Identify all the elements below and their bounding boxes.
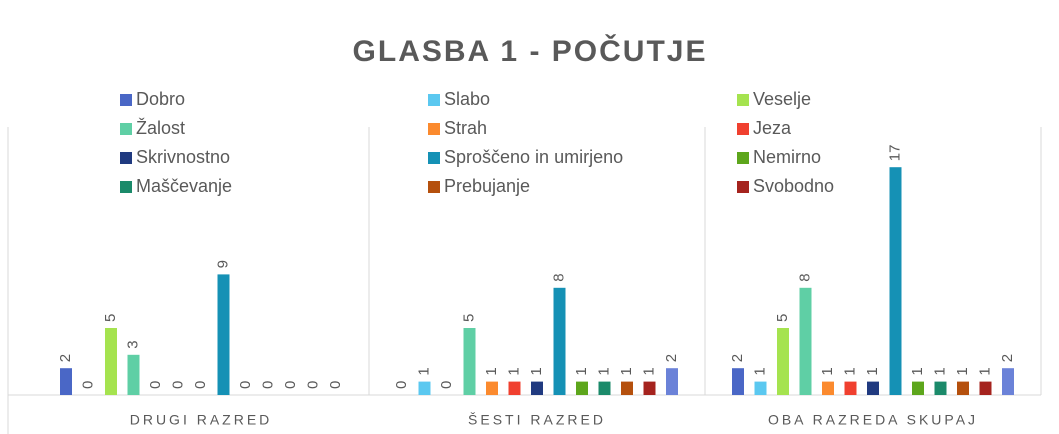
bar xyxy=(732,368,744,395)
chart-title: GLASBA 1 - POČUTJE xyxy=(353,34,708,68)
bar xyxy=(889,167,902,395)
legend-label: Dobro xyxy=(136,89,185,109)
legend-swatch xyxy=(737,94,749,106)
legend-swatch xyxy=(120,94,132,106)
value-label: 1 xyxy=(931,367,948,375)
value-label: 2 xyxy=(729,354,746,362)
legend-swatch xyxy=(737,181,749,193)
bar xyxy=(643,381,656,395)
value-label: 1 xyxy=(483,367,500,375)
legend-label: Slabo xyxy=(444,89,490,109)
legend-swatch xyxy=(737,123,749,135)
bar xyxy=(867,381,879,395)
bar xyxy=(463,328,476,395)
value-label: 0 xyxy=(327,381,344,389)
value-label: 2 xyxy=(663,354,680,362)
bar xyxy=(418,381,431,395)
legend-swatch xyxy=(737,152,749,164)
value-label: 1 xyxy=(841,367,858,375)
value-label: 0 xyxy=(169,381,186,389)
value-label: 1 xyxy=(573,367,590,375)
legend-label: Prebujanje xyxy=(444,176,530,196)
legend-label: Skrivnostno xyxy=(136,147,230,167)
legend-swatch xyxy=(428,152,440,164)
legend-swatch xyxy=(428,94,440,106)
value-label: 0 xyxy=(304,381,321,389)
value-label: 0 xyxy=(147,381,164,389)
bar xyxy=(777,328,789,395)
legend-swatch xyxy=(120,181,132,193)
legend-label: Nemirno xyxy=(753,147,821,167)
value-label: 0 xyxy=(192,381,209,389)
value-label: 8 xyxy=(796,273,813,281)
value-label: 1 xyxy=(864,367,881,375)
bar xyxy=(822,381,834,395)
bar xyxy=(508,381,521,395)
legend-label: Jeza xyxy=(753,118,792,138)
value-label: 1 xyxy=(640,367,657,375)
legend-label: Sproščeno in umirjeno xyxy=(444,147,623,167)
legend-swatch xyxy=(428,181,440,193)
legend-swatch xyxy=(428,123,440,135)
value-label: 0 xyxy=(259,381,276,389)
x-tick-label: OBA RAZREDA SKUPAJ xyxy=(768,412,978,428)
bar xyxy=(979,381,992,395)
legend-label: Veselje xyxy=(753,89,811,109)
bar xyxy=(621,381,633,395)
value-label: 8 xyxy=(550,273,567,281)
value-label: 1 xyxy=(909,367,926,375)
value-label: 5 xyxy=(102,314,119,322)
value-label: 0 xyxy=(282,381,299,389)
legend-label: Strah xyxy=(444,118,487,138)
value-label: 0 xyxy=(79,381,96,389)
value-label: 17 xyxy=(886,145,903,162)
value-label: 5 xyxy=(460,314,477,322)
bar xyxy=(912,381,924,395)
value-label: 0 xyxy=(237,381,254,389)
bar xyxy=(127,354,140,395)
value-label: 1 xyxy=(528,367,545,375)
value-label: 5 xyxy=(774,314,791,322)
bar xyxy=(844,381,857,395)
bar xyxy=(666,368,678,395)
bar xyxy=(934,381,947,395)
bar xyxy=(531,381,543,395)
legend-label: Žalost xyxy=(136,118,185,138)
bar xyxy=(754,381,767,395)
value-label: 1 xyxy=(415,367,432,375)
bar xyxy=(576,381,588,395)
value-label: 1 xyxy=(595,367,612,375)
value-label: 9 xyxy=(214,260,231,268)
bar xyxy=(60,368,72,395)
value-label: 1 xyxy=(976,367,993,375)
value-label: 2 xyxy=(999,354,1016,362)
value-label: 0 xyxy=(438,381,455,389)
bar xyxy=(799,287,812,395)
value-label: 1 xyxy=(505,367,522,375)
bar xyxy=(217,274,230,395)
value-label: 1 xyxy=(751,367,768,375)
legend-swatch xyxy=(120,123,132,135)
bar xyxy=(553,287,566,395)
legend-label: Maščevanje xyxy=(136,176,232,196)
legend-label: Svobodno xyxy=(753,176,834,196)
value-label: 1 xyxy=(954,367,971,375)
bar xyxy=(598,381,611,395)
legend-swatch xyxy=(120,152,132,164)
x-tick-label: ŠESTI RAZRED xyxy=(468,412,606,428)
value-label: 2 xyxy=(57,354,74,362)
x-tick-label: DRUGI RAZRED xyxy=(130,412,273,428)
value-label: 1 xyxy=(618,367,635,375)
bar xyxy=(1002,368,1014,395)
value-label: 1 xyxy=(819,367,836,375)
value-label: 3 xyxy=(124,340,141,348)
bar xyxy=(105,328,117,395)
value-label: 0 xyxy=(393,381,410,389)
bar xyxy=(957,381,969,395)
bar xyxy=(486,381,498,395)
